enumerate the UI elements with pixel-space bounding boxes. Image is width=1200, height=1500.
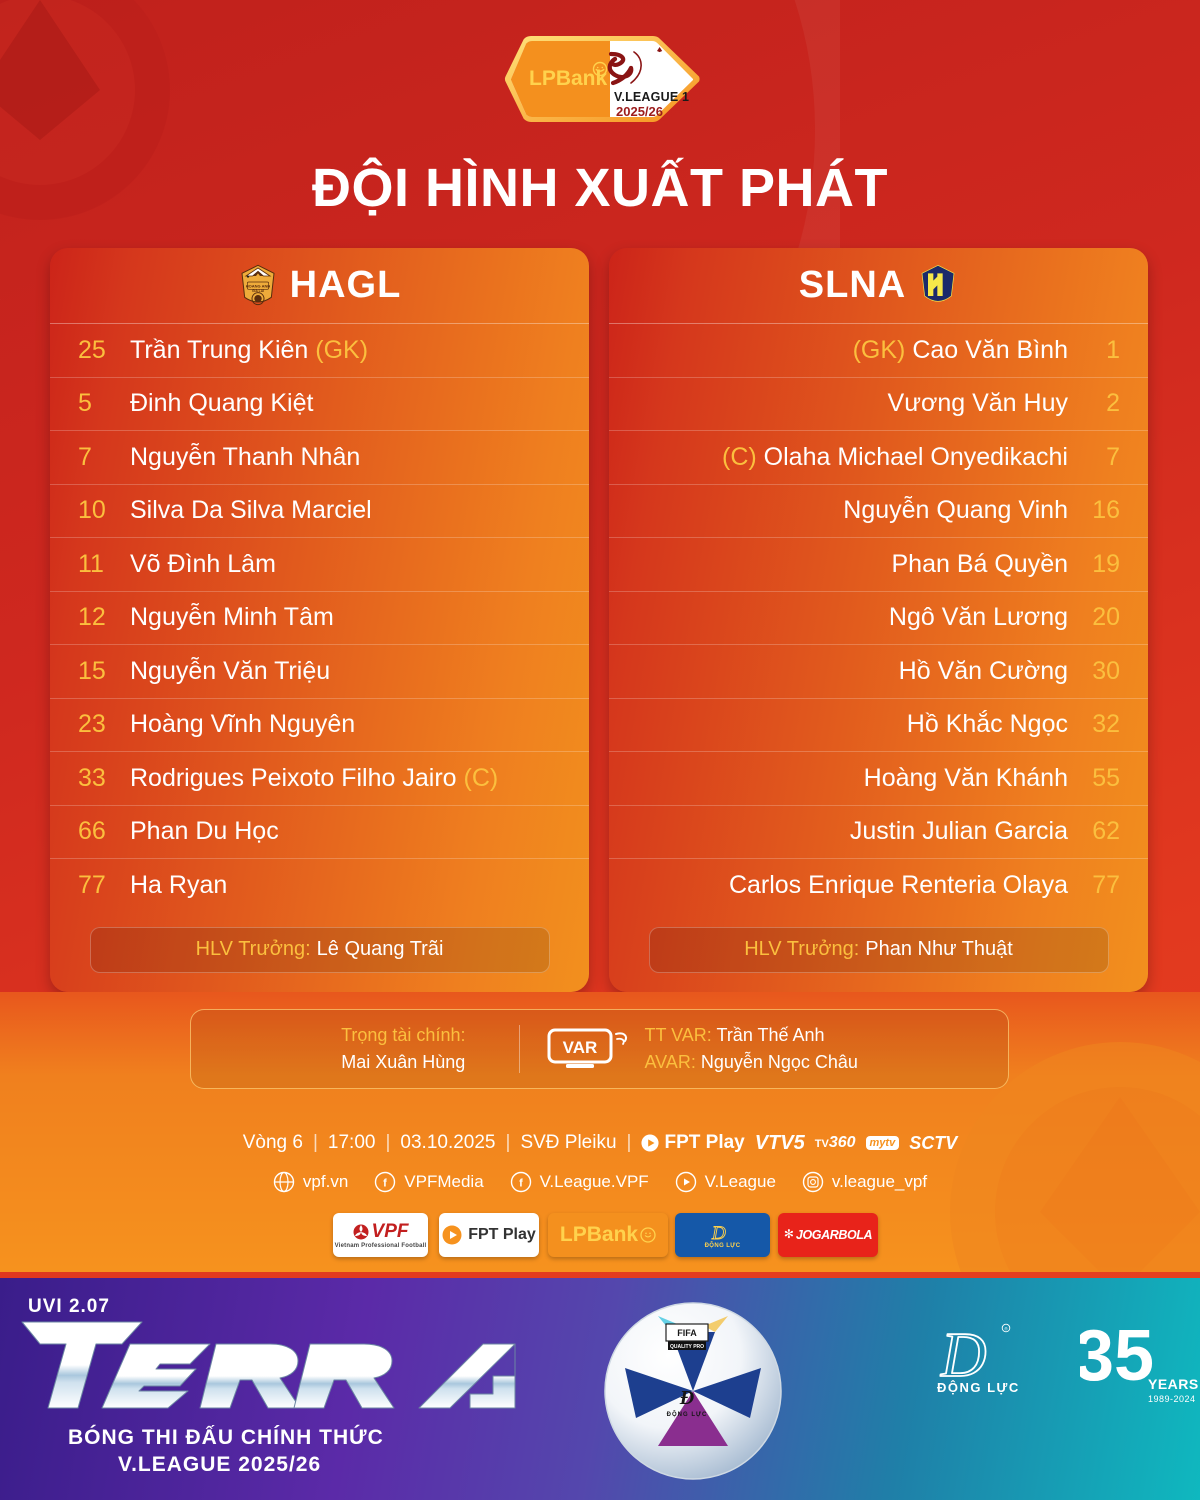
svg-text:FIFA: FIFA <box>677 1328 697 1338</box>
svg-text:f: f <box>383 1178 387 1190</box>
svg-text:VAR: VAR <box>563 1038 598 1057</box>
svg-text:f: f <box>519 1178 523 1190</box>
svg-text:HOANG ANH: HOANG ANH <box>245 283 270 288</box>
svg-text:LPBank: LPBank <box>529 67 608 90</box>
svg-text:V.LEAGUE 1: V.LEAGUE 1 <box>614 90 689 104</box>
svg-text:D: D <box>711 1223 726 1242</box>
svg-text:Đ: Đ <box>679 1387 694 1409</box>
svg-text:QUALITY PRO: QUALITY PRO <box>670 1344 704 1350</box>
svg-text:ĐỘNG LỰC: ĐỘNG LỰC <box>667 1410 708 1418</box>
svg-text:35: 35 <box>1080 1316 1154 1394</box>
svg-text:2025/26: 2025/26 <box>616 104 663 119</box>
